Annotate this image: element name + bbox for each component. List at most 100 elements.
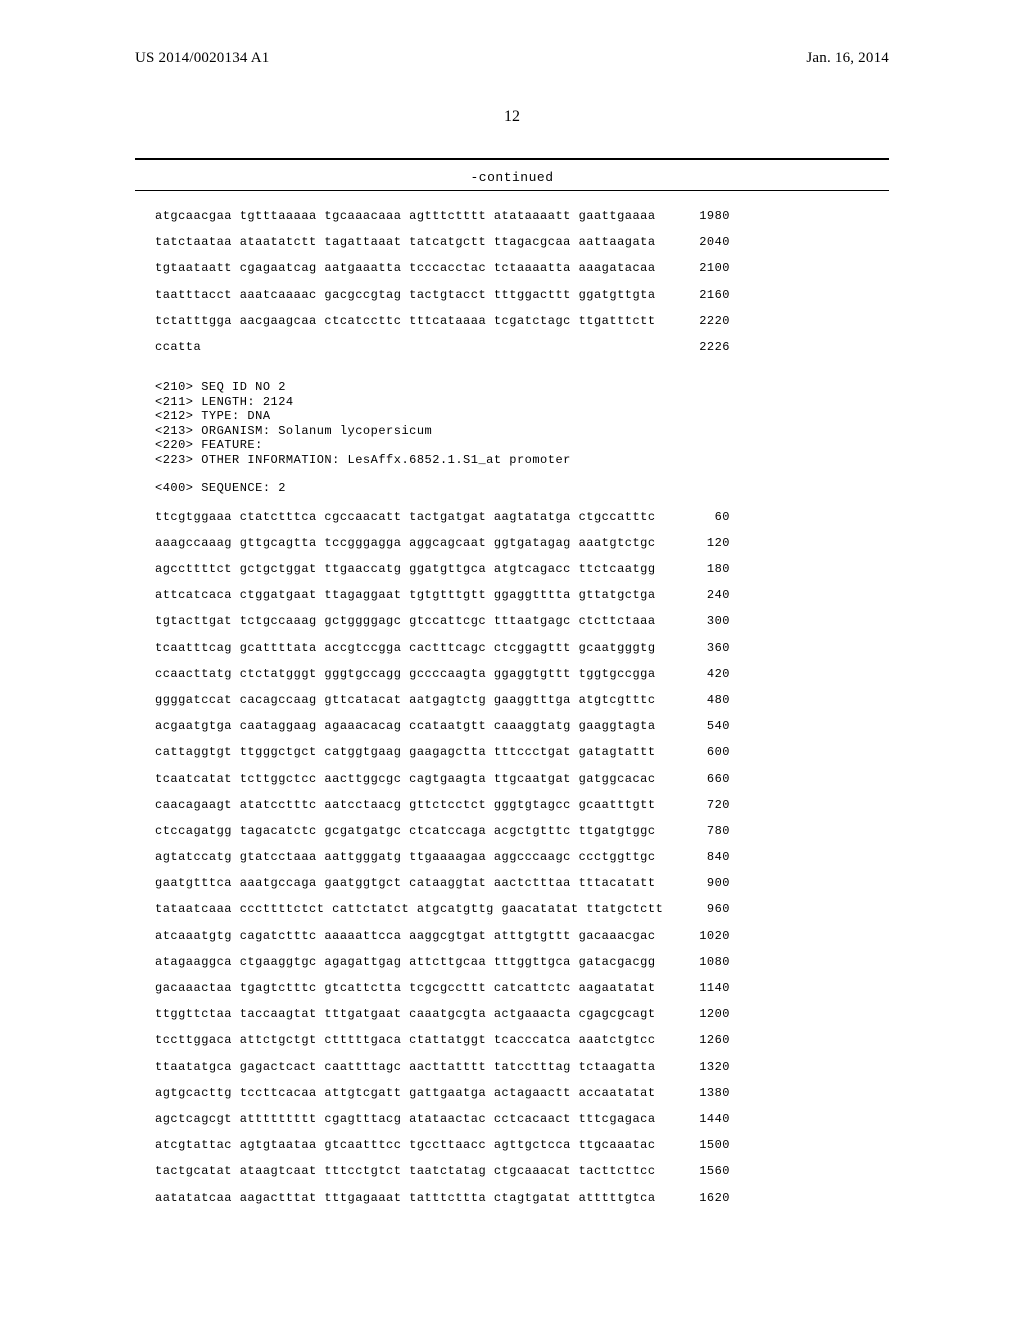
horizontal-rule-mid bbox=[135, 190, 889, 191]
sequence-row: atgcaacgaa tgtttaaaaa tgcaaacaaa agtttct… bbox=[155, 210, 730, 222]
sequence-position: 1140 bbox=[685, 982, 730, 994]
sequence-row: tccttggaca attctgctgt ctttttgaca ctattat… bbox=[155, 1034, 730, 1046]
sequence-text: acgaatgtga caataggaag agaaacacag ccataat… bbox=[155, 720, 685, 732]
sequence-position: 120 bbox=[685, 537, 730, 549]
sequence-position: 1260 bbox=[685, 1034, 730, 1046]
sequence-text: taatttacct aaatcaaaac gacgccgtag tactgta… bbox=[155, 289, 685, 301]
sequence-metadata: <213> ORGANISM: Solanum lycopersicum bbox=[155, 425, 730, 437]
sequence-position: 840 bbox=[685, 851, 730, 863]
spacer bbox=[155, 367, 730, 381]
sequence-position: 480 bbox=[685, 694, 730, 706]
spacer bbox=[155, 468, 730, 482]
sequence-position: 720 bbox=[685, 799, 730, 811]
sequence-row: aaagccaaag gttgcagtta tccgggagga aggcagc… bbox=[155, 537, 730, 549]
sequence-row: ccatta2226 bbox=[155, 341, 730, 353]
sequence-position: 420 bbox=[685, 668, 730, 680]
sequence-text: tccttggaca attctgctgt ctttttgaca ctattat… bbox=[155, 1034, 685, 1046]
sequence-position: 1320 bbox=[685, 1061, 730, 1073]
sequence-row: gacaaactaa tgagtctttc gtcattctta tcgcgcc… bbox=[155, 982, 730, 994]
sequence-position: 540 bbox=[685, 720, 730, 732]
sequence-text: tgtacttgat tctgccaaag gctggggagc gtccatt… bbox=[155, 615, 685, 627]
sequence-text: ttcgtggaaa ctatctttca cgccaacatt tactgat… bbox=[155, 511, 685, 523]
sequence-position: 1200 bbox=[685, 1008, 730, 1020]
sequence-text: gacaaactaa tgagtctttc gtcattctta tcgcgcc… bbox=[155, 982, 685, 994]
sequence-position: 1440 bbox=[685, 1113, 730, 1125]
sequence-position: 180 bbox=[685, 563, 730, 575]
sequence-row: tgtacttgat tctgccaaag gctggggagc gtccatt… bbox=[155, 615, 730, 627]
sequence-text: ttggttctaa taccaagtat tttgatgaat caaatgc… bbox=[155, 1008, 685, 1020]
sequence-row: agccttttct gctgctggat ttgaaccatg ggatgtt… bbox=[155, 563, 730, 575]
sequence-text: aaagccaaag gttgcagtta tccgggagga aggcagc… bbox=[155, 537, 685, 549]
sequence-text: ccatta bbox=[155, 341, 685, 353]
sequence-position: 1080 bbox=[685, 956, 730, 968]
sequence-row: ggggatccat cacagccaag gttcatacat aatgagt… bbox=[155, 694, 730, 706]
page-header: US 2014/0020134 A1 Jan. 16, 2014 bbox=[0, 50, 1024, 67]
sequence-row: caacagaagt atatcctttc aatcctaacg gttctcc… bbox=[155, 799, 730, 811]
sequence-row: tctatttgga aacgaagcaa ctcatccttc tttcata… bbox=[155, 315, 730, 327]
sequence-row: agtatccatg gtatcctaaa aattgggatg ttgaaaa… bbox=[155, 851, 730, 863]
sequence-position: 1620 bbox=[685, 1192, 730, 1204]
sequence-row: aatatatcaa aagactttat tttgagaaat tatttct… bbox=[155, 1192, 730, 1204]
sequence-row: tcaatcatat tcttggctcc aacttggcgc cagtgaa… bbox=[155, 773, 730, 785]
sequence-position: 2100 bbox=[685, 262, 730, 274]
sequence-row: atagaaggca ctgaaggtgc agagattgag attcttg… bbox=[155, 956, 730, 968]
sequence-text: agtgcacttg tccttcacaa attgtcgatt gattgaa… bbox=[155, 1087, 685, 1099]
sequence-text: atgcaacgaa tgtttaaaaa tgcaaacaaa agtttct… bbox=[155, 210, 685, 222]
sequence-text: ggggatccat cacagccaag gttcatacat aatgagt… bbox=[155, 694, 685, 706]
sequence-text: atagaaggca ctgaaggtgc agagattgag attcttg… bbox=[155, 956, 685, 968]
sequence-text: tcaatttcag gcattttata accgtccgga cactttc… bbox=[155, 642, 685, 654]
sequence-position: 1020 bbox=[685, 930, 730, 942]
sequence-text: attcatcaca ctggatgaat ttagaggaat tgtgttt… bbox=[155, 589, 685, 601]
sequence-text: tctatttgga aacgaagcaa ctcatccttc tttcata… bbox=[155, 315, 685, 327]
sequence-metadata: <212> TYPE: DNA bbox=[155, 410, 730, 422]
sequence-row: tataatcaaa cccttttctct cattctatct atgcat… bbox=[155, 903, 730, 915]
sequence-metadata: <210> SEQ ID NO 2 bbox=[155, 381, 730, 393]
sequence-position: 1980 bbox=[685, 210, 730, 222]
sequence-row: acgaatgtga caataggaag agaaacacag ccataat… bbox=[155, 720, 730, 732]
sequence-text: gaatgtttca aaatgccaga gaatggtgct cataagg… bbox=[155, 877, 685, 889]
sequence-position: 2226 bbox=[685, 341, 730, 353]
sequence-row: atcgtattac agtgtaataa gtcaatttcc tgcctta… bbox=[155, 1139, 730, 1151]
sequence-position: 960 bbox=[685, 903, 730, 915]
sequence-text: caacagaagt atatcctttc aatcctaacg gttctcc… bbox=[155, 799, 685, 811]
sequence-row: tgtaataatt cgagaatcag aatgaaatta tcccacc… bbox=[155, 262, 730, 274]
sequence-metadata: <223> OTHER INFORMATION: LesAffx.6852.1.… bbox=[155, 454, 730, 466]
sequence-row: tactgcatat ataagtcaat tttcctgtct taatcta… bbox=[155, 1165, 730, 1177]
sequence-position: 900 bbox=[685, 877, 730, 889]
sequence-row: agctcagcgt attttttttt cgagtttacg atataac… bbox=[155, 1113, 730, 1125]
sequence-position: 60 bbox=[685, 511, 730, 523]
sequence-row: attcatcaca ctggatgaat ttagaggaat tgtgttt… bbox=[155, 589, 730, 601]
sequence-row: tatctaataa ataatatctt tagattaaat tatcatg… bbox=[155, 236, 730, 248]
sequence-position: 360 bbox=[685, 642, 730, 654]
page-number: 12 bbox=[504, 108, 520, 126]
sequence-position: 600 bbox=[685, 746, 730, 758]
sequence-position: 300 bbox=[685, 615, 730, 627]
sequence-text: agccttttct gctgctggat ttgaaccatg ggatgtt… bbox=[155, 563, 685, 575]
sequence-row: taatttacct aaatcaaaac gacgccgtag tactgta… bbox=[155, 289, 730, 301]
sequence-text: cattaggtgt ttgggctgct catggtgaag gaagagc… bbox=[155, 746, 685, 758]
sequence-text: tataatcaaa cccttttctct cattctatct atgcat… bbox=[155, 903, 685, 915]
sequence-position: 240 bbox=[685, 589, 730, 601]
sequence-text: tgtaataatt cgagaatcag aatgaaatta tcccacc… bbox=[155, 262, 685, 274]
sequence-position: 2160 bbox=[685, 289, 730, 301]
horizontal-rule-top bbox=[135, 158, 889, 160]
sequence-position: 2220 bbox=[685, 315, 730, 327]
sequence-text: tcaatcatat tcttggctcc aacttggcgc cagtgaa… bbox=[155, 773, 685, 785]
sequence-row: gaatgtttca aaatgccaga gaatggtgct cataagg… bbox=[155, 877, 730, 889]
sequence-text: tactgcatat ataagtcaat tttcctgtct taatcta… bbox=[155, 1165, 685, 1177]
sequence-text: atcaaatgtg cagatctttc aaaaattcca aaggcgt… bbox=[155, 930, 685, 942]
spacer bbox=[155, 497, 730, 511]
sequence-text: tatctaataa ataatatctt tagattaaat tatcatg… bbox=[155, 236, 685, 248]
publication-date: Jan. 16, 2014 bbox=[806, 50, 889, 67]
sequence-metadata: <220> FEATURE: bbox=[155, 439, 730, 451]
sequence-row: cattaggtgt ttgggctgct catggtgaag gaagagc… bbox=[155, 746, 730, 758]
sequence-row: ttggttctaa taccaagtat tttgatgaat caaatgc… bbox=[155, 1008, 730, 1020]
sequence-position: 1380 bbox=[685, 1087, 730, 1099]
sequence-row: ttcgtggaaa ctatctttca cgccaacatt tactgat… bbox=[155, 511, 730, 523]
sequence-position: 1500 bbox=[685, 1139, 730, 1151]
sequence-metadata: <400> SEQUENCE: 2 bbox=[155, 482, 730, 494]
sequence-text: ttaatatgca gagactcact caattttagc aacttat… bbox=[155, 1061, 685, 1073]
sequence-text: ctccagatgg tagacatctc gcgatgatgc ctcatcc… bbox=[155, 825, 685, 837]
sequence-row: ttaatatgca gagactcact caattttagc aacttat… bbox=[155, 1061, 730, 1073]
sequence-listing: atgcaacgaa tgtttaaaaa tgcaaacaaa agtttct… bbox=[155, 210, 730, 1218]
